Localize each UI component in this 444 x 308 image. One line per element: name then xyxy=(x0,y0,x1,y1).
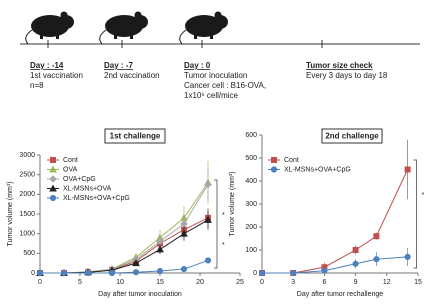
marker xyxy=(132,269,140,276)
y-tick-label: 0 xyxy=(31,270,35,277)
y-axis-label: Tumor volume (mm³) xyxy=(7,181,14,246)
marker xyxy=(36,269,44,277)
y-tick-label: 2500 xyxy=(19,172,35,179)
mouse-icons xyxy=(25,11,228,45)
marker xyxy=(352,260,359,267)
marker xyxy=(404,166,411,173)
title-box xyxy=(321,128,383,144)
legend-marker xyxy=(270,166,278,173)
series-line xyxy=(40,259,209,274)
marker xyxy=(180,265,188,273)
timeline-day: Day : -7 xyxy=(104,61,133,70)
y-tick-label: 200 xyxy=(245,224,257,231)
marker xyxy=(321,267,328,274)
x-tick-label: 20 xyxy=(196,279,204,286)
legend-marker xyxy=(271,157,277,163)
legend-marker xyxy=(49,194,57,202)
marker xyxy=(60,269,68,277)
marker xyxy=(156,267,164,275)
legend-marker xyxy=(50,157,56,163)
x-tick-label: 6 xyxy=(322,279,326,286)
marker xyxy=(156,237,164,246)
x-tick-label: 9 xyxy=(354,279,358,286)
y-tick-label: 600 xyxy=(245,132,257,139)
legend-label: Cont xyxy=(284,157,299,164)
timeline-note: 1x10⁶ cell/mice xyxy=(184,91,239,100)
x-tick-label: 3 xyxy=(291,279,295,286)
chart-title: 2nd challenge xyxy=(325,132,379,141)
mouse-icon xyxy=(179,11,228,45)
x-tick-label: 5 xyxy=(78,279,82,286)
y-tick-label: 300 xyxy=(245,201,257,208)
x-tick-label: 0 xyxy=(260,279,264,286)
x-axis-label: Day after tumor rechallenge xyxy=(297,291,383,298)
marker xyxy=(352,247,359,253)
significance-star: * xyxy=(222,242,225,249)
marker xyxy=(204,180,212,189)
timeline-note: Every 3 days to day 18 xyxy=(306,71,388,80)
chart-title: 1st challenge xyxy=(110,132,161,141)
series-line xyxy=(262,169,409,274)
y-tick-label: 400 xyxy=(245,178,257,185)
timeline-day: Day : 0 xyxy=(184,61,211,70)
legend-label: Cont xyxy=(63,157,78,164)
legend-marker xyxy=(49,184,57,192)
marker xyxy=(290,269,297,277)
x-tick-label: 25 xyxy=(236,279,244,286)
significance-bracket xyxy=(413,159,417,269)
y-tick-label: 500 xyxy=(23,250,35,257)
legend-label: OVA xyxy=(63,166,78,173)
x-tick-label: 15 xyxy=(156,279,164,286)
x-tick-label: 12 xyxy=(383,279,391,286)
significance-star: * xyxy=(222,212,225,219)
significance-star: * xyxy=(422,192,425,199)
y-tick-label: 1500 xyxy=(19,211,35,218)
y-tick-label: 500 xyxy=(245,155,257,162)
mouse-icon xyxy=(99,11,148,45)
significance-bracket xyxy=(214,179,218,269)
timeline-note: Tumor inoculation xyxy=(184,71,247,80)
timeline-note: Cancer cell : B16-OVA, xyxy=(184,81,266,90)
legend-marker xyxy=(49,175,57,183)
timeline-note: 1st vaccination xyxy=(30,71,83,80)
marker xyxy=(132,259,140,267)
y-axis-label: Tumor volume (mm³) xyxy=(229,171,236,236)
mouse-icon xyxy=(25,11,74,45)
x-axis-label: Day after tumor inoculation xyxy=(98,291,182,298)
y-tick-label: 100 xyxy=(245,247,257,254)
marker xyxy=(84,269,92,277)
marker xyxy=(373,256,380,263)
x-tick-label: 0 xyxy=(38,279,42,286)
x-tick-label: 15 xyxy=(414,279,422,286)
marker xyxy=(108,269,116,277)
legend-label: XL-MSNs+OVA+CpG xyxy=(284,166,351,173)
marker xyxy=(258,269,266,277)
marker xyxy=(204,257,212,264)
marker xyxy=(180,229,188,237)
y-tick-label: 0 xyxy=(253,270,257,277)
title-box xyxy=(104,128,166,144)
y-tick-label: 2000 xyxy=(19,191,35,198)
timeline-day: Tumor size check xyxy=(306,61,373,70)
marker xyxy=(156,245,164,253)
legend-label: XL-MSNs+OVA xyxy=(63,185,112,192)
y-tick-label: 3000 xyxy=(19,152,35,159)
marker xyxy=(204,215,212,223)
legend-marker xyxy=(49,165,57,173)
timeline-note: 2nd vaccination xyxy=(104,71,160,80)
x-tick-label: 10 xyxy=(116,279,124,286)
y-tick-label: 1000 xyxy=(19,231,35,238)
timeline-day: Day : -14 xyxy=(30,61,64,70)
legend-label: XL-MSNs+OVA+CpG xyxy=(63,195,130,202)
series-line xyxy=(262,256,408,274)
marker xyxy=(373,233,380,240)
legend-label: OVA+CpG xyxy=(63,176,96,183)
marker xyxy=(404,253,411,260)
timeline-note: n=8 xyxy=(30,81,44,90)
